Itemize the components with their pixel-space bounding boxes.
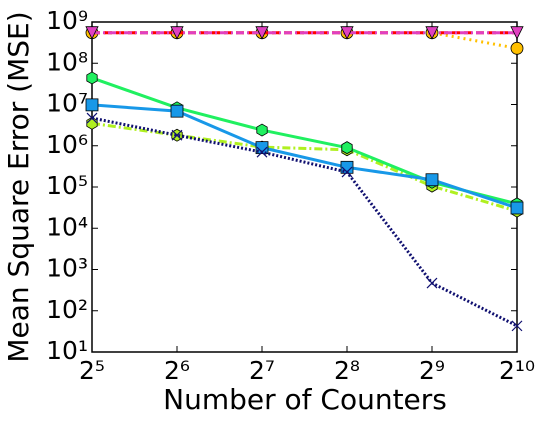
marker (340, 26, 354, 40)
marker (256, 123, 268, 137)
marker (510, 26, 524, 40)
marker (341, 166, 353, 178)
x-axis-label: Number of Counters (163, 383, 447, 416)
marker (425, 173, 439, 187)
marker (170, 104, 184, 118)
x-tick-label: 2¹⁰ (499, 356, 535, 385)
marker (85, 26, 99, 40)
marker (171, 129, 183, 141)
marker (425, 26, 439, 40)
marker (510, 41, 524, 55)
y-tick-label: 10⁸ (46, 47, 88, 76)
marker (256, 146, 268, 158)
y-tick-label: 10⁶ (46, 130, 88, 159)
x-tick-label: 2⁷ (249, 356, 275, 385)
marker (255, 26, 269, 40)
marker (85, 98, 99, 112)
series-line (91, 103, 518, 210)
y-tick-label: 10⁴ (46, 212, 88, 241)
y-tick-label: 10¹ (46, 336, 88, 365)
x-tick-label: 2⁵ (79, 356, 105, 385)
marker (511, 320, 523, 332)
marker (86, 71, 98, 85)
marker (426, 277, 438, 289)
y-axis-label: Mean Square Error (MSE) (2, 11, 35, 362)
marker (170, 26, 184, 40)
series-line (91, 116, 518, 328)
y-tick-label: 10² (46, 295, 88, 324)
marker (510, 201, 524, 215)
series-line (92, 31, 518, 50)
series-line (91, 121, 518, 213)
marker (86, 112, 98, 124)
y-tick-label: 10⁷ (46, 89, 88, 118)
y-tick-label: 10³ (46, 254, 88, 283)
marker (341, 141, 353, 155)
y-tick-label: 10⁹ (46, 6, 88, 35)
series-line (91, 76, 518, 206)
y-tick-label: 10⁵ (46, 171, 88, 200)
x-tick-label: 2⁶ (164, 356, 190, 385)
x-tick-label: 2⁸ (334, 356, 360, 385)
x-tick-label: 2⁹ (419, 356, 445, 385)
